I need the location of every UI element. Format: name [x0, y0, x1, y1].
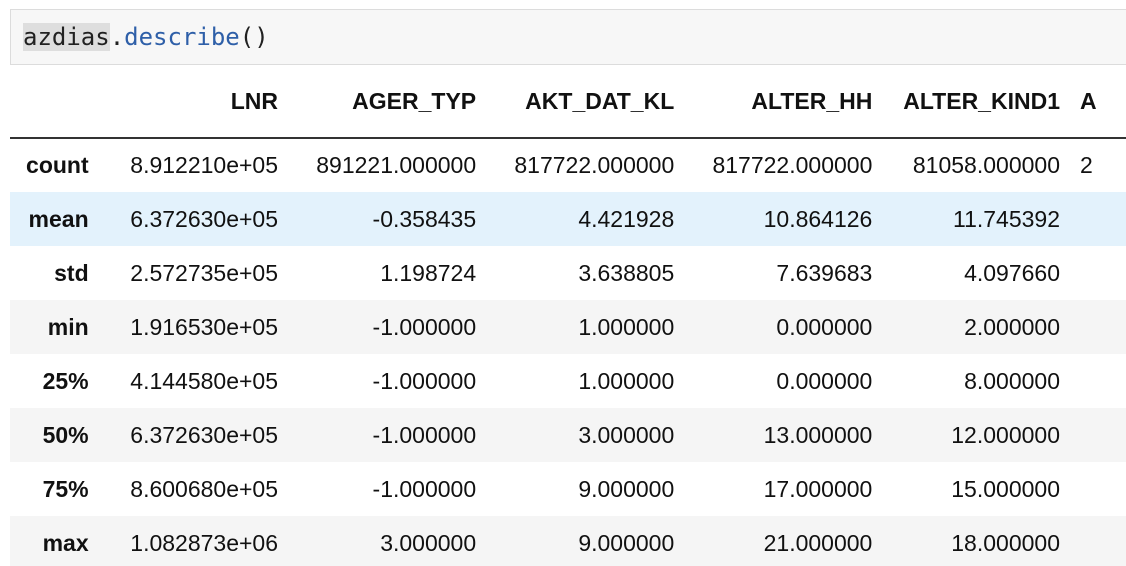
code-dot: .	[109, 23, 125, 51]
cell-output: LNR AGER_TYP AKT_DAT_KL ALTER_HH ALTER_K…	[10, 66, 1126, 566]
code-variable: azdias	[23, 23, 110, 51]
column-header-partial: A	[1070, 66, 1126, 139]
table-cell: -1.000000	[372, 367, 477, 394]
header-row: LNR AGER_TYP AKT_DAT_KL ALTER_HH ALTER_K…	[10, 66, 1126, 139]
table-row: 75% 8.600680e+05 -1.000000 9.000000 17.00000…	[10, 462, 1126, 516]
table-cell: 8.000000	[964, 367, 1060, 394]
table-cell: 817722.000000	[514, 152, 675, 178]
table-row: 50% 6.372630e+05 -1.000000 3.000000 13.00000…	[10, 408, 1126, 462]
table-cell: -1.000000	[372, 421, 477, 448]
table-row: 25% 4.144580e+05 -1.000000 1.000000 0.000000…	[10, 354, 1126, 408]
table-row: count 8.912210e+05 891221.000000 817722.000…	[10, 138, 1126, 192]
column-header: AKT_DAT_KL	[486, 66, 685, 139]
row-index-label: 50%	[42, 421, 89, 448]
code-line[interactable]: azdias.describe()	[23, 22, 269, 52]
table-cell: -1.000000	[372, 313, 477, 340]
column-header: ALTER_HH	[684, 66, 883, 139]
table-cell: 1.916530e+05	[130, 313, 279, 340]
table-cell: 81058.000000	[912, 152, 1060, 178]
column-header: LNR	[98, 66, 289, 139]
table-cell: 17.000000	[763, 475, 873, 502]
table-cell-partial	[1070, 354, 1126, 408]
table-cell: 15.000000	[951, 475, 1060, 502]
column-header: ALTER_KIND1	[882, 66, 1070, 139]
table-cell: 3.000000	[578, 421, 675, 448]
code-parens: ()	[239, 23, 269, 51]
describe-table: LNR AGER_TYP AKT_DAT_KL ALTER_HH ALTER_K…	[10, 66, 1126, 566]
table-cell: 6.372630e+05	[130, 421, 279, 448]
table-cell: 9.000000	[578, 475, 675, 502]
table-row: mean 6.372630e+05 -0.358435 4.421928 10.8641…	[10, 192, 1126, 246]
table-cell: 8.912210e+05	[130, 152, 279, 178]
table-row: min 1.916530e+05 -1.000000 1.000000 0.000000…	[10, 300, 1126, 354]
column-header: AGER_TYP	[288, 66, 487, 139]
table-cell: 891221.000000	[316, 152, 477, 178]
row-index-label: max	[42, 529, 89, 556]
table-cell: 21.000000	[763, 529, 873, 556]
table-cell: 10.864126	[763, 205, 873, 232]
table-row: std 2.572735e+05 1.198724 3.638805 7.639683 4…	[10, 246, 1126, 300]
table-cell: 1.000000	[578, 313, 675, 340]
table-cell: 6.372630e+05	[130, 205, 279, 232]
table-cell: 4.421928	[578, 205, 675, 232]
table-cell: 12.000000	[951, 421, 1060, 448]
index-header	[10, 66, 99, 139]
table-cell: 3.000000	[380, 529, 477, 556]
code-cell[interactable]: azdias.describe()	[10, 9, 1126, 65]
row-index-label: count	[26, 152, 89, 178]
table-cell: 7.639683	[776, 259, 873, 286]
table-cell: 0.000000	[776, 367, 873, 394]
table-cell-partial	[1070, 516, 1126, 566]
table-cell-partial: 2	[1080, 152, 1093, 178]
table-cell: 8.600680e+05	[130, 475, 279, 502]
row-index-label: 25%	[42, 367, 89, 394]
table-cell-partial	[1070, 192, 1126, 246]
row-index-label: mean	[28, 205, 89, 232]
table-cell: 2.572735e+05	[130, 259, 279, 286]
table-cell: 9.000000	[578, 529, 675, 556]
table-cell: 18.000000	[951, 529, 1060, 556]
table-cell: 3.638805	[578, 259, 675, 286]
table-cell: 4.144580e+05	[130, 367, 279, 394]
table-body: count 8.912210e+05 891221.000000 817722.000…	[10, 138, 1126, 566]
code-method: describe	[124, 23, 240, 51]
table-cell: 0.000000	[776, 313, 873, 340]
table-cell: 13.000000	[763, 421, 873, 448]
table-cell: 1.000000	[578, 367, 675, 394]
table-cell: -1.000000	[372, 475, 477, 502]
table-row: max 1.082873e+06 3.000000 9.000000 21.000000…	[10, 516, 1126, 566]
row-index-label: 75%	[42, 475, 89, 502]
table-cell: 1.198724	[380, 259, 477, 286]
row-index-label: std	[54, 259, 89, 286]
table-cell-partial	[1070, 300, 1126, 354]
table-cell: 1.082873e+06	[130, 529, 279, 556]
table-cell-partial	[1070, 246, 1126, 300]
table-cell-partial	[1070, 408, 1126, 462]
table-cell: 2.000000	[964, 313, 1060, 340]
table-cell: -0.358435	[372, 205, 477, 232]
table-cell-partial	[1070, 462, 1126, 516]
table-cell: 11.745392	[952, 205, 1060, 232]
row-index-label: min	[47, 313, 89, 340]
table-cell: 4.097660	[964, 259, 1060, 286]
table-cell: 817722.000000	[712, 152, 873, 178]
